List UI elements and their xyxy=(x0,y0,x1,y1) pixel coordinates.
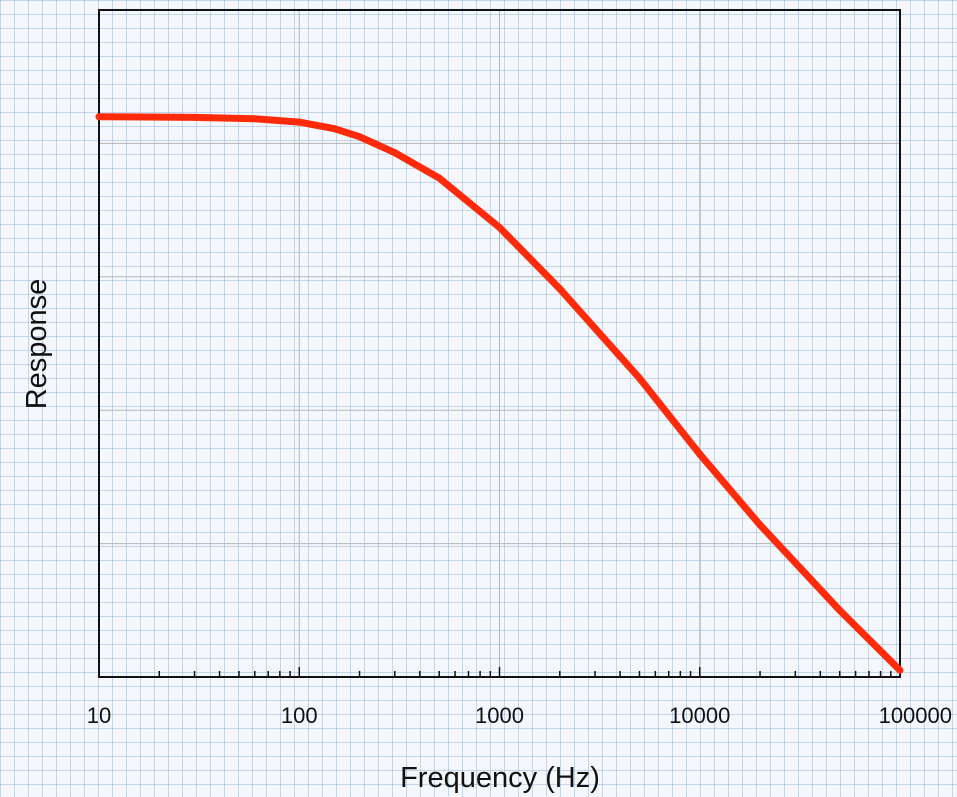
data-point xyxy=(95,113,103,121)
data-point xyxy=(435,174,443,182)
data-point xyxy=(836,606,844,614)
data-point xyxy=(635,374,643,382)
x-tick-labels: 10 100 1000 10000 100000 xyxy=(87,703,952,728)
data-point xyxy=(356,133,364,141)
y-axis-title: Response xyxy=(21,279,53,410)
x-tick-label: 100 xyxy=(281,703,318,728)
x-minor-ticks xyxy=(98,667,892,677)
x-tick-label: 1000 xyxy=(475,703,524,728)
x-tick-label: 100000 xyxy=(879,703,952,728)
data-point xyxy=(331,125,339,133)
data-point xyxy=(756,521,764,529)
data-point xyxy=(191,113,199,121)
x-axis-title: Frequency (Hz) xyxy=(400,762,600,794)
data-point xyxy=(295,118,303,126)
series-layer xyxy=(95,113,904,674)
data-point xyxy=(251,115,259,123)
x-tick-label: 10000 xyxy=(669,703,730,728)
data-point xyxy=(696,450,704,458)
data-point xyxy=(496,223,503,231)
data-point xyxy=(556,285,564,293)
data-point xyxy=(391,149,399,157)
grid-lines xyxy=(99,10,900,677)
plot-frame xyxy=(98,9,901,678)
x-tick-label: 10 xyxy=(87,703,111,728)
data-point xyxy=(896,666,904,674)
